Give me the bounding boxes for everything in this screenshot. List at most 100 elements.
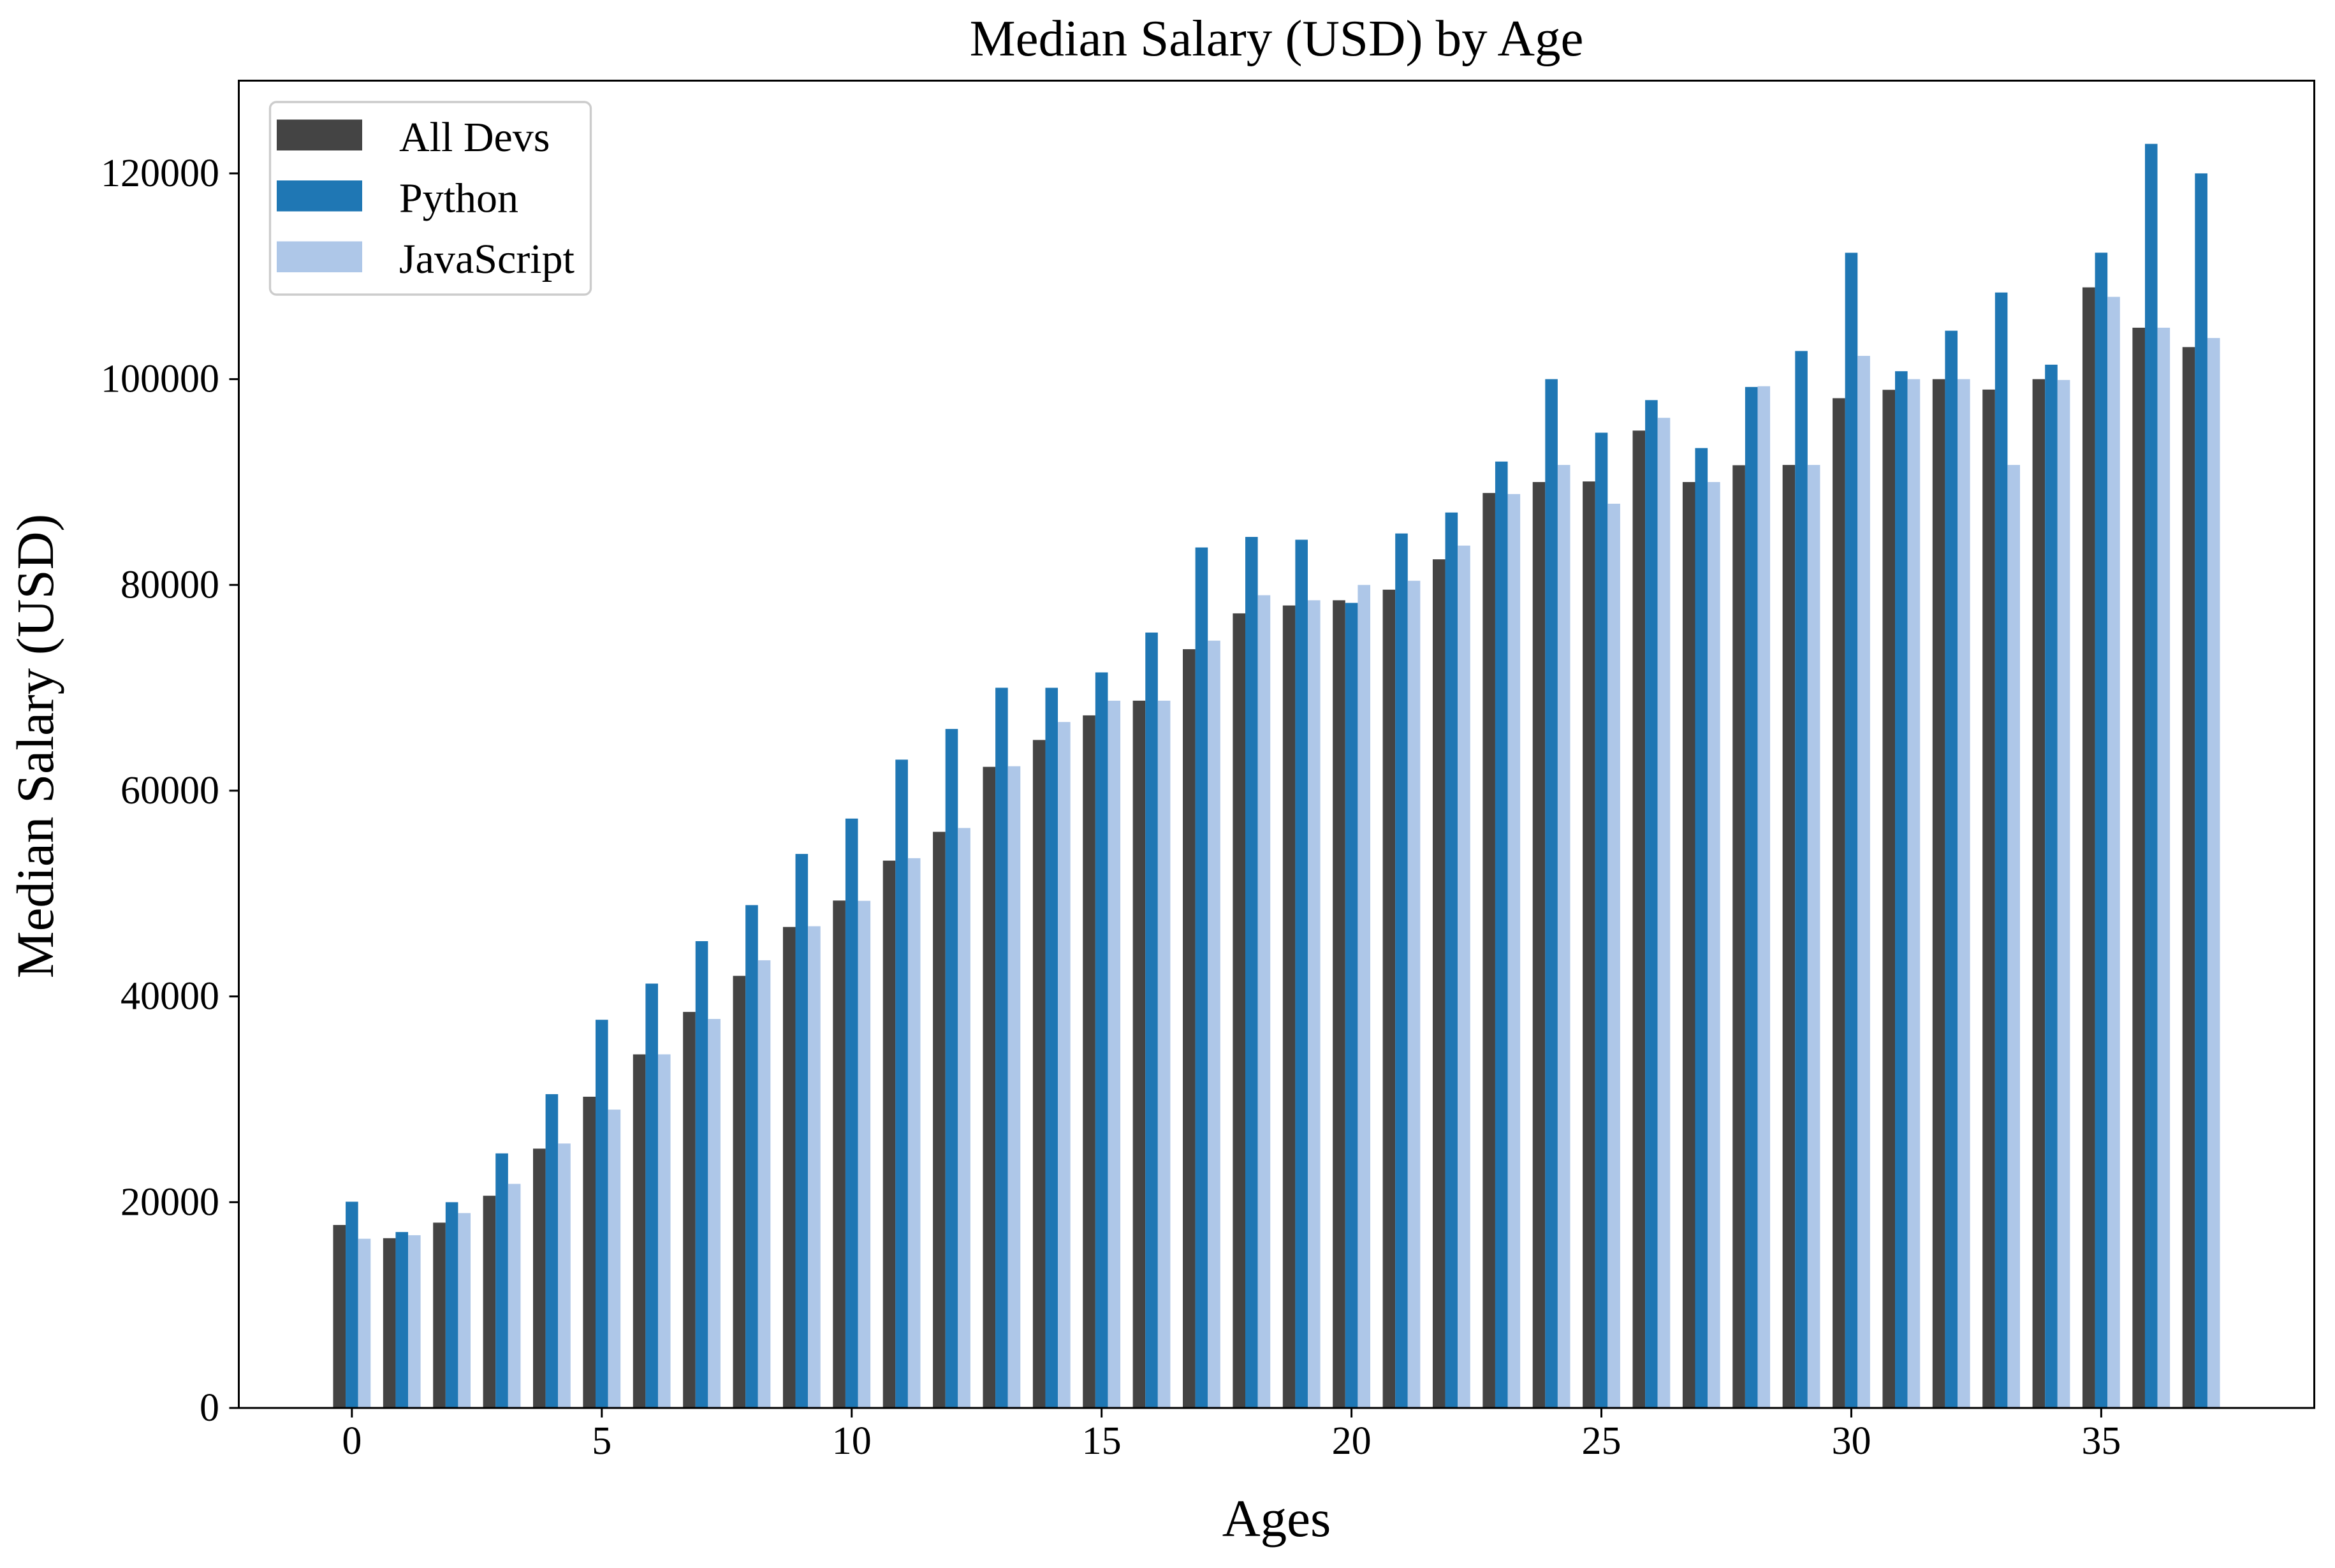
bar-python-x-16 (1145, 632, 1158, 1408)
bar-javascript-x-33 (2007, 465, 2020, 1409)
bar-all-devs-x-15 (1083, 715, 1095, 1408)
bar-python-x-24 (1545, 379, 1558, 1408)
bar-all-devs-x-17 (1183, 649, 1196, 1408)
bar-python-x-5 (595, 1020, 608, 1408)
bar-python-x-2 (445, 1202, 458, 1408)
bar-javascript-x-3 (508, 1183, 521, 1408)
bar-all-devs-x-29 (1782, 465, 1796, 1409)
bar-javascript-x-25 (1607, 503, 1620, 1409)
bar-python-x-1 (395, 1232, 409, 1408)
bar-javascript-x-32 (1958, 379, 1970, 1408)
y-axis-label: Median Salary (USD) (6, 514, 64, 978)
legend-swatch-javascript (277, 241, 362, 272)
bar-all-devs-x-1 (383, 1238, 396, 1408)
bar-javascript-x-37 (2207, 338, 2220, 1408)
bar-javascript-x-10 (858, 900, 871, 1408)
bar-all-devs-x-24 (1532, 481, 1546, 1409)
bar-javascript-x-7 (708, 1018, 721, 1408)
bar-all-devs-x-20 (1333, 600, 1345, 1408)
bar-python-x-21 (1395, 533, 1408, 1408)
legend-label-javascript: JavaScript (399, 236, 575, 282)
bar-python-x-33 (1995, 292, 2008, 1409)
y-tick-label-80000: 80000 (121, 563, 219, 606)
bar-javascript-x-2 (458, 1213, 471, 1408)
bar-all-devs-x-36 (2132, 327, 2145, 1409)
x-tick-label-10: 10 (832, 1419, 872, 1463)
legend-label-all-devs: All Devs (399, 114, 550, 161)
bar-python-x-37 (2195, 173, 2207, 1408)
y-tick-label-100000: 100000 (101, 358, 219, 401)
bar-all-devs-x-33 (1982, 389, 1995, 1409)
bar-all-devs-x-34 (2032, 379, 2046, 1408)
bar-all-devs-x-3 (483, 1196, 496, 1408)
y-axis-ticks: 0 20000 40000 60000 80000 100000 120000 (101, 152, 239, 1430)
bar-all-devs-x-6 (633, 1054, 646, 1408)
bar-javascript-x-29 (1807, 465, 1820, 1409)
bar-python-x-18 (1245, 537, 1258, 1408)
bar-python-x-7 (695, 941, 708, 1408)
bar-python-x-34 (2045, 364, 2058, 1408)
legend-swatch-all-devs (277, 119, 362, 150)
bar-javascript-x-24 (1557, 465, 1570, 1409)
bar-javascript-x-26 (1657, 418, 1671, 1408)
x-axis-label: Ages (1222, 1489, 1331, 1548)
bar-all-devs-x-22 (1432, 559, 1446, 1408)
y-tick-label-0: 0 (200, 1386, 219, 1430)
bar-python-x-25 (1595, 432, 1608, 1408)
bar-python-x-13 (995, 687, 1008, 1408)
bar-javascript-x-17 (1208, 640, 1220, 1409)
bar-python-x-29 (1795, 351, 1808, 1409)
bar-python-x-4 (545, 1094, 559, 1408)
bar-python-x-3 (495, 1153, 508, 1408)
bar-javascript-x-36 (2157, 327, 2170, 1409)
bar-all-devs-x-5 (583, 1096, 596, 1408)
bar-all-devs-x-0 (333, 1225, 346, 1408)
bar-javascript-x-34 (2057, 379, 2070, 1408)
y-tick-label-60000: 60000 (121, 769, 219, 812)
bar-python-x-17 (1195, 547, 1208, 1408)
bar-python-x-19 (1295, 539, 1308, 1409)
bar-all-devs-x-12 (933, 832, 946, 1408)
bar-python-x-23 (1495, 461, 1508, 1408)
legend-label-python: Python (399, 175, 518, 222)
bar-javascript-x-12 (958, 828, 970, 1408)
bar-javascript-x-13 (1007, 766, 1021, 1408)
x-tick-label-20: 20 (1332, 1419, 1372, 1463)
bar-python-x-10 (845, 818, 858, 1408)
bar-javascript-x-28 (1757, 386, 1771, 1409)
bar-all-devs-x-19 (1282, 605, 1296, 1408)
bar-python-x-20 (1345, 603, 1358, 1409)
bar-all-devs-x-35 (2082, 287, 2095, 1408)
bar-python-x-15 (1095, 672, 1108, 1408)
x-tick-label-0: 0 (342, 1419, 362, 1463)
y-tick-label-40000: 40000 (121, 975, 219, 1018)
bar-python-x-30 (1845, 253, 1858, 1408)
bar-python-x-11 (895, 759, 908, 1408)
bar-all-devs-x-7 (683, 1011, 696, 1408)
bar-all-devs-x-16 (1132, 700, 1146, 1408)
bar-all-devs-x-23 (1482, 493, 1495, 1408)
bar-javascript-x-8 (758, 960, 771, 1408)
bar-python-x-14 (1045, 687, 1058, 1408)
bar-all-devs-x-28 (1732, 465, 1745, 1408)
bar-all-devs-x-30 (1833, 398, 1845, 1409)
legend: All Devs Python JavaScript (268, 101, 592, 296)
bar-javascript-x-19 (1307, 600, 1321, 1408)
bar-javascript-x-18 (1257, 595, 1271, 1409)
x-tick-label-25: 25 (1582, 1419, 1621, 1463)
bar-python-x-6 (645, 983, 658, 1408)
bar-javascript-x-16 (1157, 700, 1171, 1408)
bar-javascript-x-1 (408, 1235, 421, 1408)
bar-javascript-x-4 (558, 1143, 571, 1408)
bar-all-devs-x-26 (1632, 430, 1646, 1408)
bar-python-x-0 (346, 1201, 358, 1408)
bar-python-x-12 (945, 729, 958, 1408)
bar-javascript-x-15 (1108, 700, 1121, 1408)
bar-all-devs-x-11 (882, 860, 896, 1408)
bar-all-devs-x-8 (733, 976, 746, 1408)
bar-javascript-x-6 (657, 1054, 671, 1408)
bar-python-x-28 (1745, 386, 1758, 1408)
bar-all-devs-x-10 (833, 900, 845, 1408)
bar-python-x-27 (1695, 448, 1708, 1409)
